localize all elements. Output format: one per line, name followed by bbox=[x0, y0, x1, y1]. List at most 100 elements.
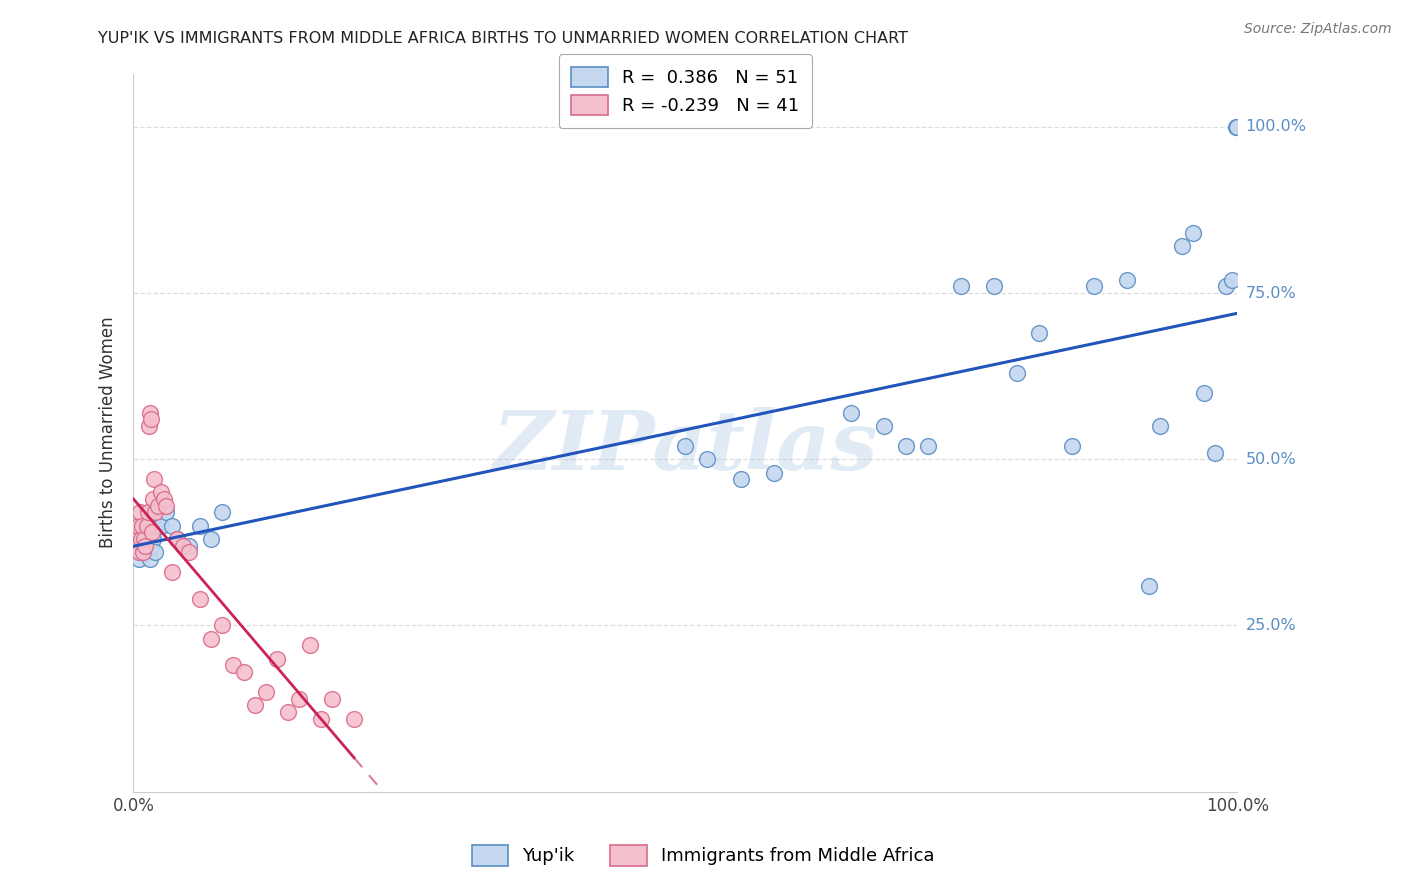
Point bbox=[128, 545, 150, 559]
Text: YUP'IK VS IMMIGRANTS FROM MIDDLE AFRICA BIRTHS TO UNMARRIED WOMEN CORRELATION CH: YUP'IK VS IMMIGRANTS FROM MIDDLE AFRICA … bbox=[98, 31, 908, 46]
Point bbox=[138, 419, 160, 434]
Text: Source: ZipAtlas.com: Source: ZipAtlas.com bbox=[1244, 22, 1392, 37]
Point bbox=[138, 505, 160, 519]
Point bbox=[129, 539, 152, 553]
Point bbox=[673, 439, 696, 453]
Point bbox=[139, 552, 162, 566]
Point bbox=[139, 406, 162, 420]
Text: 50.0%: 50.0% bbox=[1246, 451, 1296, 467]
Point bbox=[149, 518, 172, 533]
Point bbox=[134, 532, 156, 546]
Point bbox=[288, 691, 311, 706]
Point bbox=[136, 505, 159, 519]
Point bbox=[141, 525, 163, 540]
Point bbox=[1192, 385, 1215, 400]
Point bbox=[132, 545, 155, 559]
Point bbox=[145, 545, 167, 559]
Point bbox=[1083, 279, 1105, 293]
Point bbox=[132, 545, 155, 559]
Point bbox=[125, 545, 148, 559]
Point bbox=[1215, 279, 1237, 293]
Point bbox=[1005, 366, 1028, 380]
Point bbox=[135, 518, 157, 533]
Point bbox=[155, 505, 177, 519]
Point bbox=[124, 532, 146, 546]
Point bbox=[298, 639, 321, 653]
Point bbox=[1226, 120, 1249, 134]
Point bbox=[139, 412, 162, 426]
Point bbox=[131, 518, 153, 533]
Point bbox=[127, 518, 149, 533]
Point bbox=[243, 698, 266, 713]
Point bbox=[917, 439, 939, 453]
Point bbox=[1149, 419, 1171, 434]
Point bbox=[894, 439, 917, 453]
Point bbox=[1028, 326, 1050, 340]
Point bbox=[134, 539, 156, 553]
Point bbox=[277, 705, 299, 719]
Point bbox=[309, 712, 332, 726]
Point bbox=[873, 419, 896, 434]
Point bbox=[141, 518, 163, 533]
Point bbox=[254, 685, 277, 699]
Point bbox=[146, 499, 169, 513]
Point bbox=[166, 532, 188, 546]
Point bbox=[177, 539, 200, 553]
Point bbox=[839, 406, 862, 420]
Point bbox=[129, 532, 152, 546]
Point bbox=[696, 452, 718, 467]
Text: 25.0%: 25.0% bbox=[1246, 618, 1296, 633]
Point bbox=[762, 466, 785, 480]
Point bbox=[143, 518, 166, 533]
Point bbox=[1220, 273, 1243, 287]
Point bbox=[343, 712, 366, 726]
Y-axis label: Births to Unmarried Women: Births to Unmarried Women bbox=[100, 317, 117, 549]
Point bbox=[266, 651, 288, 665]
Point bbox=[1171, 239, 1194, 253]
Point bbox=[1182, 226, 1205, 240]
Point bbox=[136, 532, 159, 546]
Point bbox=[145, 505, 167, 519]
Point bbox=[221, 658, 243, 673]
Point bbox=[200, 532, 222, 546]
Point bbox=[321, 691, 343, 706]
Point bbox=[200, 632, 222, 646]
Point bbox=[983, 279, 1005, 293]
Point bbox=[730, 472, 752, 486]
Point bbox=[211, 618, 233, 632]
Legend: Yup'ik, Immigrants from Middle Africa: Yup'ik, Immigrants from Middle Africa bbox=[458, 832, 948, 879]
Point bbox=[125, 539, 148, 553]
Point bbox=[1137, 578, 1160, 592]
Text: 100.0%: 100.0% bbox=[1246, 120, 1306, 135]
Point bbox=[128, 552, 150, 566]
Point bbox=[188, 518, 211, 533]
Point bbox=[172, 539, 194, 553]
Point bbox=[166, 532, 188, 546]
Point bbox=[129, 518, 152, 533]
Point bbox=[153, 492, 176, 507]
Point bbox=[1225, 120, 1247, 134]
Text: ZIPatlas: ZIPatlas bbox=[492, 407, 879, 487]
Point bbox=[950, 279, 973, 293]
Point bbox=[149, 485, 172, 500]
Point bbox=[1116, 273, 1139, 287]
Point bbox=[1060, 439, 1083, 453]
Point bbox=[135, 518, 157, 533]
Point bbox=[129, 505, 152, 519]
Point bbox=[142, 532, 165, 546]
Point bbox=[143, 472, 166, 486]
Point bbox=[188, 591, 211, 606]
Point bbox=[131, 525, 153, 540]
Point bbox=[1204, 445, 1226, 459]
Point bbox=[160, 518, 183, 533]
Point bbox=[211, 505, 233, 519]
Point bbox=[134, 539, 156, 553]
Point bbox=[177, 545, 200, 559]
Legend: R =  0.386   N = 51, R = -0.239   N = 41: R = 0.386 N = 51, R = -0.239 N = 41 bbox=[558, 54, 811, 128]
Point bbox=[232, 665, 254, 679]
Point bbox=[142, 492, 165, 507]
Point bbox=[134, 532, 156, 546]
Text: 75.0%: 75.0% bbox=[1246, 285, 1296, 301]
Point bbox=[127, 532, 149, 546]
Point bbox=[139, 539, 162, 553]
